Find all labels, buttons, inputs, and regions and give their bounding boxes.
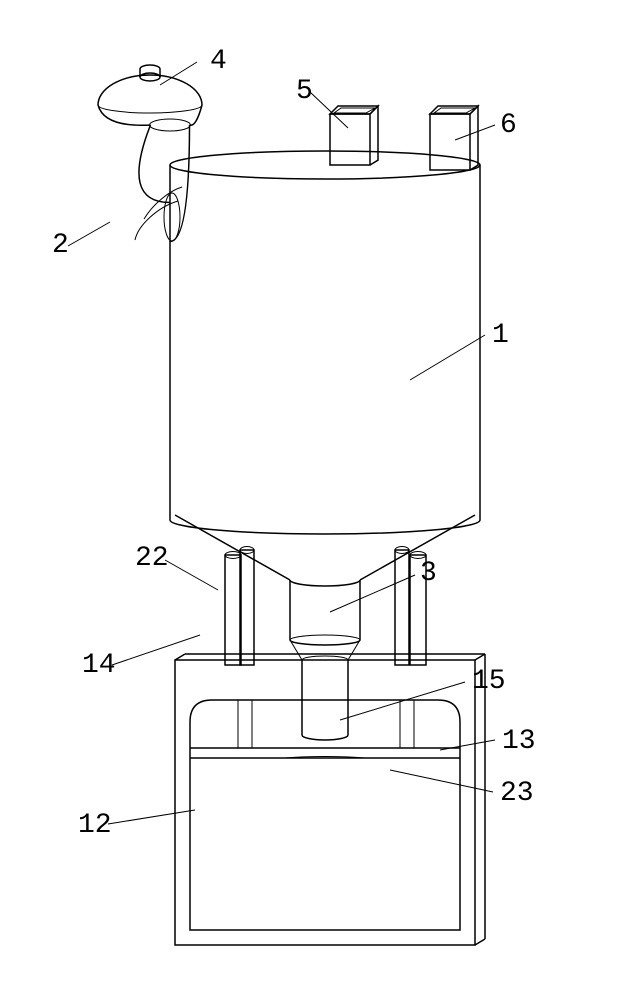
label-6: 6 — [500, 110, 517, 141]
label-22: 22 — [135, 543, 169, 574]
label-23: 23 — [500, 778, 534, 809]
label-14: 14 — [82, 650, 116, 681]
label-4: 4 — [210, 46, 227, 77]
engineering-diagram: 456212231415131223 — [0, 0, 624, 1000]
label-2: 2 — [52, 230, 69, 261]
label-3: 3 — [420, 558, 437, 589]
label-12: 12 — [78, 810, 112, 841]
label-1: 1 — [492, 320, 509, 351]
label-15: 15 — [472, 666, 506, 697]
label-5: 5 — [296, 76, 313, 107]
label-13: 13 — [502, 726, 536, 757]
